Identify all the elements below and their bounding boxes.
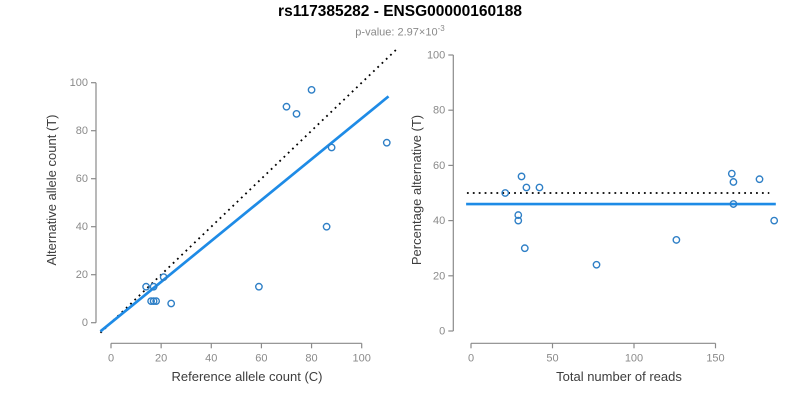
data-point — [729, 178, 738, 186]
data-point — [517, 172, 526, 181]
data-point — [520, 244, 529, 253]
pvalue-subtitle: p-value: 2.97×10-3 — [0, 24, 800, 39]
x-tick-label: 60 — [255, 352, 267, 364]
page-title: rs117385282 - ENSG00000160188 — [278, 3, 522, 20]
y-axis-title: Percentage alternative (T) — [409, 115, 424, 265]
data-point — [501, 189, 510, 197]
data-point — [149, 297, 158, 305]
data-point — [755, 175, 764, 184]
data-point — [727, 169, 736, 178]
pvalue-exponent: -3 — [437, 24, 445, 33]
y-tick-label: 40 — [76, 221, 88, 233]
x-tick-label: 100 — [625, 352, 643, 364]
percentage-vs-reads-scatter: 0 20 40 60 80 100 0 50 100 150 Total number of rea… — [409, 50, 779, 384]
y-tick-label: 60 — [76, 173, 88, 185]
data-point — [729, 200, 738, 208]
y-tick-label: 80 — [76, 125, 88, 137]
data-point — [307, 86, 316, 94]
y-tick-label: 40 — [433, 215, 445, 227]
data-point — [322, 222, 331, 231]
data-point — [142, 282, 150, 291]
x-tick-label: 40 — [205, 352, 217, 364]
data-point — [149, 282, 158, 291]
x-tick-label: 50 — [546, 352, 558, 364]
data-point — [255, 282, 263, 291]
x-tick-label: 20 — [155, 352, 167, 364]
data-point — [770, 216, 779, 225]
y-tick-label: 60 — [433, 160, 445, 172]
data-point — [514, 216, 523, 225]
x-tick-label: 150 — [706, 352, 724, 364]
data-point — [327, 143, 336, 152]
fitted-line — [99, 95, 390, 333]
data-point — [672, 236, 681, 244]
x-tick-label: 0 — [468, 352, 474, 364]
x-tick-label: 100 — [353, 352, 371, 364]
y-tick-label: 20 — [76, 269, 88, 281]
data-point — [167, 299, 176, 308]
data-point — [522, 183, 531, 192]
data-point — [147, 297, 156, 305]
y-tick-label: 20 — [433, 270, 445, 282]
x-axis-title: Reference allele count (C) — [171, 369, 322, 384]
x-tick-label: 0 — [108, 352, 114, 364]
y-tick-label: 100 — [427, 50, 445, 62]
y-axis-title: Alternative allele count (T) — [44, 114, 59, 265]
data-point — [282, 102, 291, 111]
allele-counts-scatter: 0 20 40 60 80 100 0 20 40 60 80 100 Reference allele… — [44, 48, 397, 384]
y-tick-label: 100 — [70, 77, 88, 89]
data-point — [292, 110, 301, 118]
x-axis-title: Total number of reads — [556, 369, 682, 384]
data-point — [382, 138, 391, 147]
data-point — [592, 260, 601, 269]
data-point — [535, 183, 544, 192]
pvalue-text: p-value: 2.97×10 — [355, 26, 438, 39]
y-tick-label: 0 — [82, 317, 88, 329]
x-tick-label: 80 — [305, 352, 317, 364]
data-point — [152, 297, 161, 305]
y-tick-label: 0 — [439, 326, 445, 338]
y-tick-label: 80 — [433, 105, 445, 117]
data-point — [514, 211, 523, 219]
data-point — [159, 273, 168, 281]
